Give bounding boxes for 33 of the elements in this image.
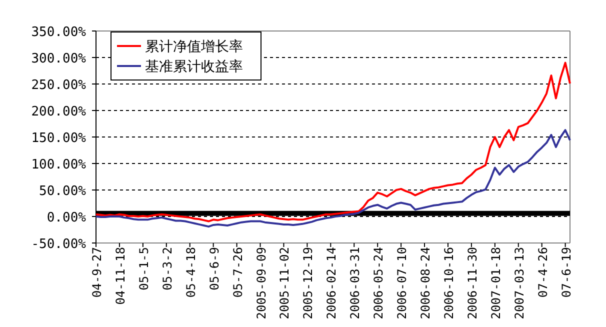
x-tick-label: 2006-03-31 xyxy=(348,247,362,320)
x-tick-label: 07-4-26 xyxy=(536,247,550,298)
y-tick-label: 50.00% xyxy=(39,184,86,199)
x-tick-label: 05-1-5 xyxy=(136,247,151,290)
x-tick-label: 2007-03-13 xyxy=(512,247,526,320)
x-tick-label: 2006-08-24 xyxy=(418,247,433,320)
y-tick-label: -50.00% xyxy=(31,237,86,252)
x-tick-label: 05-4-18 xyxy=(184,247,198,298)
x-tick-label: 05-3-2 xyxy=(160,247,174,290)
x-tick-label: 2006-11-30 xyxy=(465,247,480,320)
legend-label: 累计净值增长率 xyxy=(145,39,243,55)
y-tick-label: 150.00% xyxy=(31,131,86,146)
y-tick-label: 0.00% xyxy=(46,210,86,226)
y-tick-label: 100.00% xyxy=(31,158,86,172)
y-tick-label: 350.00% xyxy=(31,25,86,40)
x-tick-label: 2007-01-18 xyxy=(488,247,503,320)
x-tick-label: 07-6-19 xyxy=(559,247,574,298)
y-tick-label: 300.00% xyxy=(31,52,86,66)
x-tick-label: 05-6-9 xyxy=(207,247,222,290)
x-tick-label: 2005-12-19 xyxy=(301,247,316,320)
y-tick-label: 250.00% xyxy=(31,78,86,93)
x-tick-label: 2005-11-02 xyxy=(278,247,292,320)
y-tick-label: 200.00% xyxy=(31,104,86,120)
x-tick-label: 2006-05-24 xyxy=(372,247,386,320)
x-tick-label: 2006-02-14 xyxy=(324,247,339,320)
x-tick-label: 2006-10-16 xyxy=(442,247,456,320)
x-tick-label: 2006-07-10 xyxy=(395,247,410,320)
legend-label: 基准累计收益率 xyxy=(145,59,243,75)
x-tick-label: 04-9-27 xyxy=(90,247,104,298)
x-tick-label: 05-7-26 xyxy=(230,247,245,298)
x-tick-label: 2005-09-09 xyxy=(254,247,268,320)
x-tick-label: 04-11-18 xyxy=(113,247,128,305)
line-series xyxy=(95,129,571,228)
